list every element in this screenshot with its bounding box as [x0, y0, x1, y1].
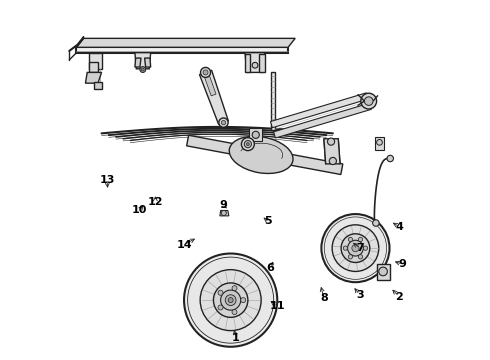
Circle shape: [347, 240, 364, 256]
Circle shape: [228, 298, 233, 303]
Circle shape: [329, 157, 337, 165]
Circle shape: [365, 97, 373, 105]
Text: 2: 2: [395, 292, 403, 302]
Circle shape: [364, 246, 368, 250]
Circle shape: [321, 214, 390, 282]
Polygon shape: [273, 103, 371, 138]
Polygon shape: [76, 47, 288, 53]
Text: 5: 5: [265, 216, 272, 226]
Circle shape: [221, 121, 225, 125]
Text: 6: 6: [266, 263, 274, 273]
Polygon shape: [220, 211, 229, 216]
Ellipse shape: [229, 136, 293, 174]
Polygon shape: [270, 93, 368, 128]
Circle shape: [343, 246, 347, 250]
Polygon shape: [377, 264, 390, 280]
Circle shape: [188, 257, 274, 343]
Circle shape: [184, 253, 277, 347]
Circle shape: [218, 305, 223, 310]
Circle shape: [140, 67, 146, 72]
Text: 9: 9: [220, 200, 227, 210]
Circle shape: [221, 211, 226, 216]
Circle shape: [218, 290, 223, 295]
Polygon shape: [199, 70, 228, 124]
Circle shape: [373, 220, 379, 226]
Circle shape: [242, 138, 254, 150]
Polygon shape: [145, 58, 151, 67]
Circle shape: [379, 267, 388, 276]
Text: 4: 4: [395, 222, 403, 231]
Polygon shape: [203, 72, 216, 96]
Circle shape: [220, 290, 241, 310]
Polygon shape: [259, 54, 265, 72]
Circle shape: [377, 139, 382, 145]
Circle shape: [203, 70, 208, 75]
Text: 3: 3: [356, 290, 364, 300]
Circle shape: [361, 93, 377, 109]
Polygon shape: [89, 53, 101, 69]
Circle shape: [245, 140, 251, 148]
Text: 14: 14: [176, 239, 192, 249]
Circle shape: [332, 225, 379, 271]
Text: 9: 9: [399, 259, 407, 269]
Circle shape: [200, 67, 211, 77]
Polygon shape: [135, 53, 151, 69]
Text: 12: 12: [147, 197, 163, 207]
Circle shape: [200, 270, 261, 330]
Circle shape: [352, 244, 359, 252]
Circle shape: [358, 237, 363, 242]
Circle shape: [246, 143, 249, 145]
Circle shape: [225, 295, 236, 306]
Circle shape: [348, 255, 353, 259]
Circle shape: [327, 138, 335, 145]
Polygon shape: [324, 139, 340, 164]
Circle shape: [324, 217, 387, 279]
Circle shape: [141, 68, 144, 71]
Polygon shape: [375, 137, 384, 149]
Polygon shape: [85, 72, 101, 83]
Circle shape: [219, 118, 228, 127]
Polygon shape: [95, 82, 101, 89]
Text: 10: 10: [131, 206, 147, 216]
Circle shape: [252, 131, 259, 138]
Polygon shape: [245, 54, 250, 72]
Polygon shape: [249, 128, 262, 141]
Circle shape: [341, 234, 370, 262]
Polygon shape: [76, 39, 295, 47]
Polygon shape: [89, 62, 98, 72]
Circle shape: [214, 283, 248, 318]
Circle shape: [348, 237, 353, 242]
Text: 11: 11: [270, 301, 285, 311]
Circle shape: [232, 286, 237, 291]
Text: 8: 8: [320, 293, 328, 303]
Polygon shape: [271, 72, 275, 130]
Polygon shape: [245, 53, 265, 72]
Circle shape: [232, 310, 237, 315]
Text: 7: 7: [356, 243, 364, 253]
Polygon shape: [135, 58, 141, 67]
Text: 1: 1: [232, 333, 240, 343]
Circle shape: [252, 62, 258, 68]
Text: 13: 13: [99, 175, 115, 185]
Polygon shape: [187, 135, 343, 175]
Circle shape: [358, 255, 363, 259]
Circle shape: [387, 155, 393, 162]
Circle shape: [241, 298, 245, 303]
Polygon shape: [76, 37, 84, 47]
